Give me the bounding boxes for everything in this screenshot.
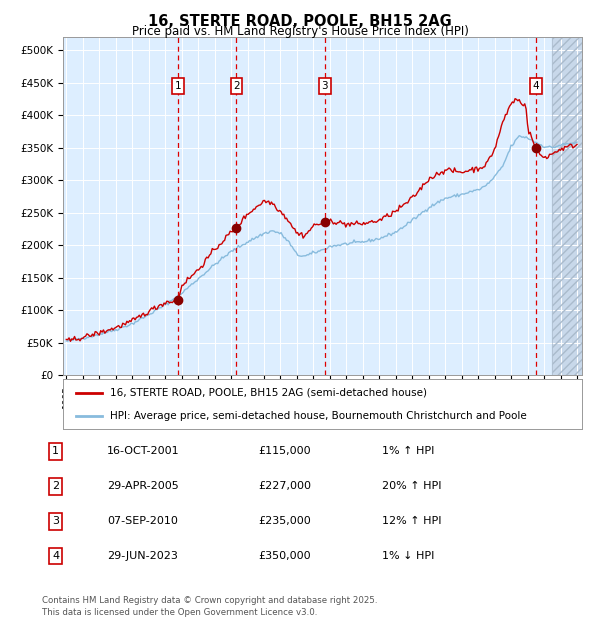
- Text: 2: 2: [233, 81, 240, 91]
- Text: 3: 3: [52, 516, 59, 526]
- Text: HPI: Average price, semi-detached house, Bournemouth Christchurch and Poole: HPI: Average price, semi-detached house,…: [110, 410, 526, 420]
- Text: £235,000: £235,000: [258, 516, 311, 526]
- Text: 16-OCT-2001: 16-OCT-2001: [107, 446, 179, 456]
- Text: 4: 4: [532, 81, 539, 91]
- Text: 12% ↑ HPI: 12% ↑ HPI: [382, 516, 442, 526]
- Text: 29-JUN-2023: 29-JUN-2023: [107, 551, 178, 561]
- Text: 29-APR-2005: 29-APR-2005: [107, 481, 179, 491]
- Text: 1% ↑ HPI: 1% ↑ HPI: [382, 446, 434, 456]
- Text: 1% ↓ HPI: 1% ↓ HPI: [382, 551, 434, 561]
- Bar: [553, 37, 585, 375]
- Text: £115,000: £115,000: [258, 446, 311, 456]
- Text: 16, STERTE ROAD, POOLE, BH15 2AG (semi-detached house): 16, STERTE ROAD, POOLE, BH15 2AG (semi-d…: [110, 388, 427, 398]
- Text: 16, STERTE ROAD, POOLE, BH15 2AG: 16, STERTE ROAD, POOLE, BH15 2AG: [148, 14, 452, 29]
- Text: 1: 1: [175, 81, 181, 91]
- Text: 07-SEP-2010: 07-SEP-2010: [107, 516, 178, 526]
- Text: Price paid vs. HM Land Registry's House Price Index (HPI): Price paid vs. HM Land Registry's House …: [131, 25, 469, 38]
- Text: Contains HM Land Registry data © Crown copyright and database right 2025.
This d: Contains HM Land Registry data © Crown c…: [42, 596, 377, 617]
- Bar: [553, 37, 585, 375]
- Text: 1: 1: [52, 446, 59, 456]
- Text: £350,000: £350,000: [258, 551, 311, 561]
- Text: 4: 4: [52, 551, 59, 561]
- Text: 3: 3: [322, 81, 328, 91]
- Text: £227,000: £227,000: [258, 481, 311, 491]
- Text: 2: 2: [52, 481, 59, 491]
- Text: 20% ↑ HPI: 20% ↑ HPI: [382, 481, 442, 491]
